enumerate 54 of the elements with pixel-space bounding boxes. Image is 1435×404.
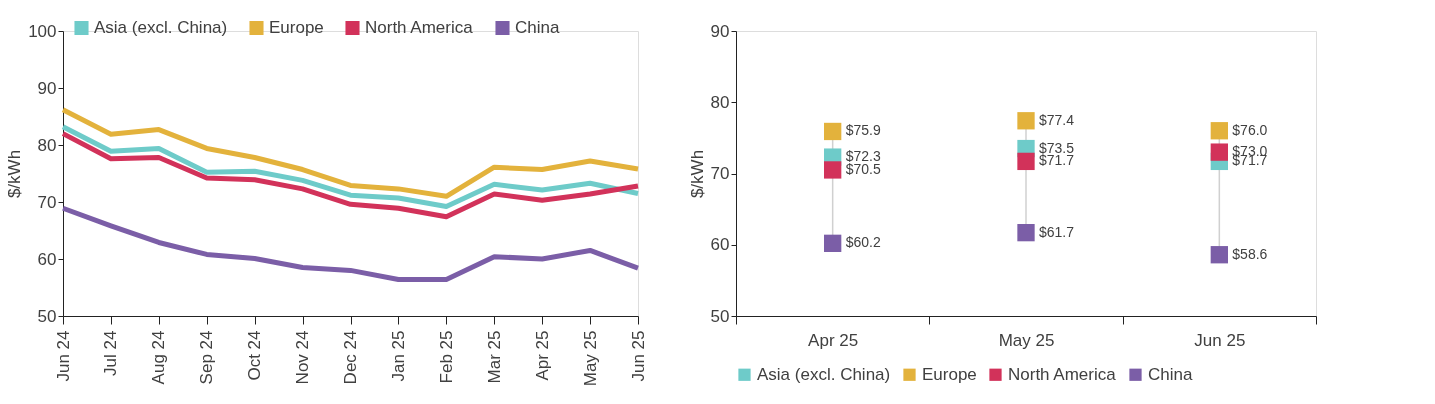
y-axis-title: $/kWh <box>687 149 707 199</box>
point <box>1210 122 1228 140</box>
legend-label: Asia (excl. China) <box>94 17 228 37</box>
x-tick-label: Apr 25 <box>532 330 552 381</box>
legend-label: North America <box>1008 364 1117 384</box>
y-tick-label: 80 <box>710 92 730 112</box>
y-tick-label: 50 <box>37 306 57 326</box>
y-tick-label: 70 <box>37 192 57 212</box>
data-label: $61.7 <box>1039 223 1075 240</box>
y-tick-label: 100 <box>28 21 57 41</box>
point <box>1017 223 1035 242</box>
point <box>1017 152 1035 171</box>
point <box>824 122 842 141</box>
x-tick-label: Jun 25 <box>628 330 648 382</box>
x-tick-label: Aug 24 <box>149 330 169 385</box>
x-tick-label: Jun 24 <box>53 330 73 382</box>
y-tick-label: 50 <box>710 306 730 326</box>
legend-label: China <box>515 17 560 37</box>
data-label: $73.5 <box>1039 139 1075 156</box>
y-tick-label: 60 <box>37 249 57 269</box>
y-tick-label: 60 <box>710 235 730 255</box>
x-tick-label: Mar 25 <box>484 330 504 384</box>
x-tick-label: Dec 24 <box>341 330 360 385</box>
point <box>824 161 842 179</box>
point <box>1210 143 1228 161</box>
y-tick-label: 90 <box>37 78 57 98</box>
data-label: $76.0 <box>1232 121 1268 138</box>
x-tick-label: Feb 25 <box>436 330 456 384</box>
point <box>1017 112 1035 130</box>
x-tick-label: Jan 25 <box>388 330 408 382</box>
data-label: $75.9 <box>845 122 881 139</box>
x-tick-label: Jun 25 <box>1194 330 1246 350</box>
data-label: $72.3 <box>845 148 881 165</box>
x-tick-label: Sep 24 <box>197 330 217 385</box>
x-tick-label: Oct 24 <box>245 330 265 381</box>
x-tick-label: May 25 <box>580 330 600 387</box>
point <box>1210 246 1228 264</box>
y-tick-label: 80 <box>37 135 57 155</box>
legend-label: North America <box>365 17 474 37</box>
x-tick-label: May 25 <box>998 330 1055 350</box>
point <box>824 234 842 252</box>
legend-label: Europe <box>922 364 977 384</box>
legend-label: Asia (excl. China) <box>757 364 891 384</box>
y-tick-label: 70 <box>710 164 730 183</box>
y-axis-title: $/kWh <box>5 149 25 199</box>
data-label: $58.6 <box>1232 245 1268 262</box>
y-tick-label: 90 <box>710 21 730 41</box>
x-tick-label: Jul 24 <box>101 330 121 376</box>
data-label: $60.2 <box>845 234 881 251</box>
x-tick-label: Nov 24 <box>293 330 313 385</box>
data-label: $77.4 <box>1039 111 1075 128</box>
legend-label: China <box>1148 364 1193 384</box>
legend-label: Europe <box>269 17 324 37</box>
x-tick-label: Apr 25 <box>808 330 859 350</box>
